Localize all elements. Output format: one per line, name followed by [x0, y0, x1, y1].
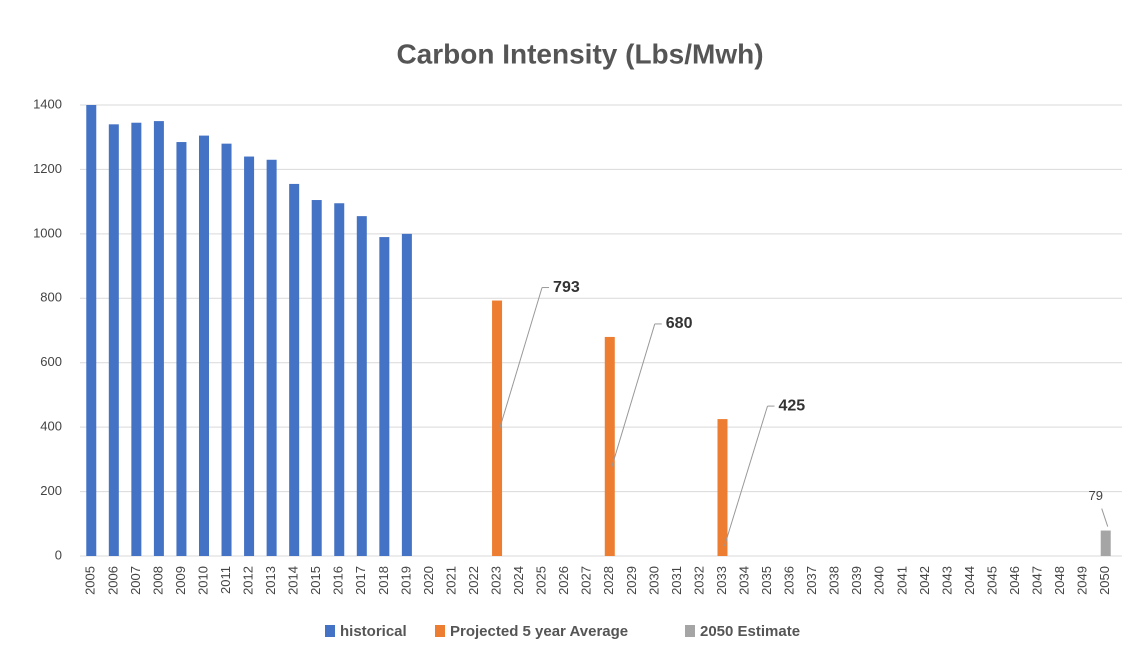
bar [717, 419, 728, 556]
x-tick-label: 2008 [150, 566, 165, 595]
x-tick-label: 2011 [218, 566, 233, 594]
x-tick-label: 2029 [624, 566, 639, 595]
x-tick-label: 2016 [331, 566, 346, 595]
data-label: 793 [553, 279, 580, 296]
bar [108, 124, 119, 556]
bar [604, 336, 615, 556]
x-tick-label: 2047 [1030, 566, 1045, 595]
legend-swatch [325, 625, 335, 637]
bar [401, 233, 412, 556]
x-tick-label: 2013 [263, 566, 278, 595]
leader-line [1101, 508, 1109, 527]
bar [131, 122, 142, 556]
x-tick-label: 2015 [308, 566, 323, 595]
x-tick-label: 2007 [128, 566, 143, 595]
x-tick-label: 2044 [962, 566, 977, 595]
bar [244, 156, 255, 557]
x-tick-label: 2036 [782, 566, 797, 595]
data-label: 680 [666, 315, 693, 332]
x-tick-label: 2024 [511, 566, 526, 595]
x-tick-label: 2018 [376, 566, 391, 595]
bar [311, 200, 322, 556]
leader-line [498, 287, 543, 431]
legend-label: 2050 Estimate [700, 623, 800, 640]
x-tick-label: 2019 [398, 566, 413, 595]
x-tick-label: 2041 [894, 566, 909, 595]
x-tick-label: 2025 [534, 566, 549, 595]
bar [334, 203, 345, 556]
legend-label: historical [340, 623, 407, 640]
x-tick-label: 2010 [195, 566, 210, 595]
y-tick-label: 800 [40, 290, 62, 305]
x-tick-label: 2039 [849, 566, 864, 595]
data-label: 79 [1088, 488, 1102, 503]
chart-title: Carbon Intensity (Lbs/Mwh) [396, 38, 763, 69]
x-tick-label: 2037 [804, 566, 819, 595]
x-tick-label: 2012 [241, 566, 256, 595]
x-tick-label: 2040 [872, 566, 887, 595]
bar [289, 183, 300, 557]
x-tick-label: 2031 [669, 566, 684, 595]
x-tick-label: 2045 [984, 566, 999, 595]
leader-line [724, 405, 768, 547]
bar [379, 237, 390, 557]
data-label: 425 [778, 397, 805, 414]
leader-line [611, 323, 656, 468]
x-tick-label: 2050 [1097, 566, 1112, 595]
bar [356, 216, 367, 556]
legend-label: Projected 5 year Average [450, 623, 628, 640]
x-tick-label: 2026 [556, 566, 571, 595]
y-tick-label: 1400 [33, 96, 62, 111]
x-tick-label: 2038 [827, 566, 842, 595]
legend-swatch [435, 625, 445, 637]
bar [1100, 530, 1111, 556]
y-tick-label: 1200 [33, 161, 62, 176]
x-tick-label: 2046 [1007, 566, 1022, 595]
bar [86, 105, 97, 556]
x-tick-label: 2034 [736, 566, 751, 595]
x-tick-label: 2043 [939, 566, 954, 595]
bar [492, 300, 503, 556]
x-tick-label: 2020 [421, 566, 436, 595]
bar [266, 159, 277, 556]
x-tick-label: 2014 [286, 566, 301, 595]
x-tick-label: 2006 [105, 566, 120, 595]
x-tick-label: 2017 [353, 566, 368, 595]
y-tick-label: 1000 [33, 225, 62, 240]
x-tick-label: 2032 [691, 566, 706, 595]
x-tick-label: 2028 [601, 566, 616, 595]
bar [153, 121, 164, 556]
x-tick-label: 2021 [443, 566, 458, 595]
x-tick-label: 2022 [466, 566, 481, 595]
x-tick-label: 2033 [714, 566, 729, 595]
x-tick-label: 2048 [1052, 566, 1067, 595]
bar [198, 135, 209, 556]
y-tick-label: 200 [40, 483, 62, 498]
x-tick-label: 2009 [173, 566, 188, 595]
x-tick-label: 2035 [759, 566, 774, 595]
legend-swatch [685, 625, 695, 637]
x-tick-label: 2049 [1075, 566, 1090, 595]
x-tick-label: 2005 [83, 566, 98, 595]
x-tick-label: 2030 [646, 566, 661, 595]
bar [221, 143, 232, 556]
x-tick-label: 2023 [488, 566, 503, 595]
bar [176, 142, 187, 556]
x-tick-label: 2042 [917, 566, 932, 595]
y-tick-label: 600 [40, 354, 62, 369]
y-tick-label: 400 [40, 419, 62, 434]
y-tick-label: 0 [55, 547, 62, 562]
x-tick-label: 2027 [579, 566, 594, 595]
